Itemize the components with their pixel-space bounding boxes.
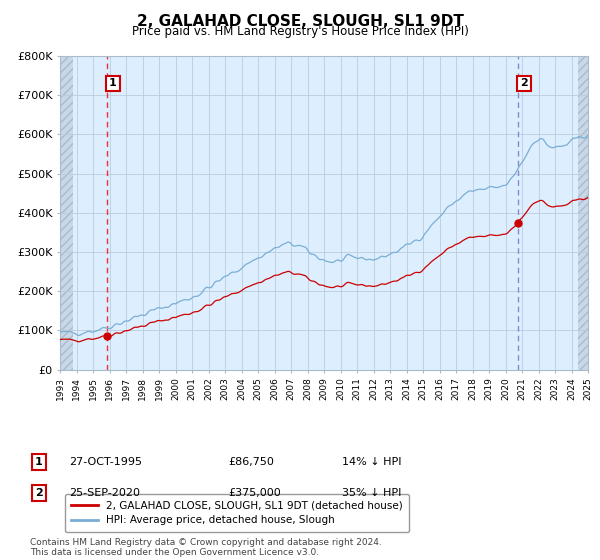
Bar: [60, 56, 73, 370]
Legend: 2, GALAHAD CLOSE, SLOUGH, SL1 9DT (detached house), HPI: Average price, detached: 2, GALAHAD CLOSE, SLOUGH, SL1 9DT (detac…: [65, 494, 409, 531]
Text: 2: 2: [520, 78, 528, 88]
Text: £375,000: £375,000: [228, 488, 281, 498]
Text: 35% ↓ HPI: 35% ↓ HPI: [342, 488, 401, 498]
Text: 1: 1: [109, 78, 117, 88]
Text: Price paid vs. HM Land Registry's House Price Index (HPI): Price paid vs. HM Land Registry's House …: [131, 25, 469, 38]
Text: 1: 1: [35, 457, 43, 467]
Text: Contains HM Land Registry data © Crown copyright and database right 2024.
This d: Contains HM Land Registry data © Crown c…: [30, 538, 382, 557]
Text: 25-SEP-2020: 25-SEP-2020: [69, 488, 140, 498]
Text: 2, GALAHAD CLOSE, SLOUGH, SL1 9DT: 2, GALAHAD CLOSE, SLOUGH, SL1 9DT: [137, 14, 463, 29]
Text: £86,750: £86,750: [228, 457, 274, 467]
Bar: [578, 56, 595, 370]
Text: 27-OCT-1995: 27-OCT-1995: [69, 457, 142, 467]
Text: 14% ↓ HPI: 14% ↓ HPI: [342, 457, 401, 467]
Text: 2: 2: [35, 488, 43, 498]
